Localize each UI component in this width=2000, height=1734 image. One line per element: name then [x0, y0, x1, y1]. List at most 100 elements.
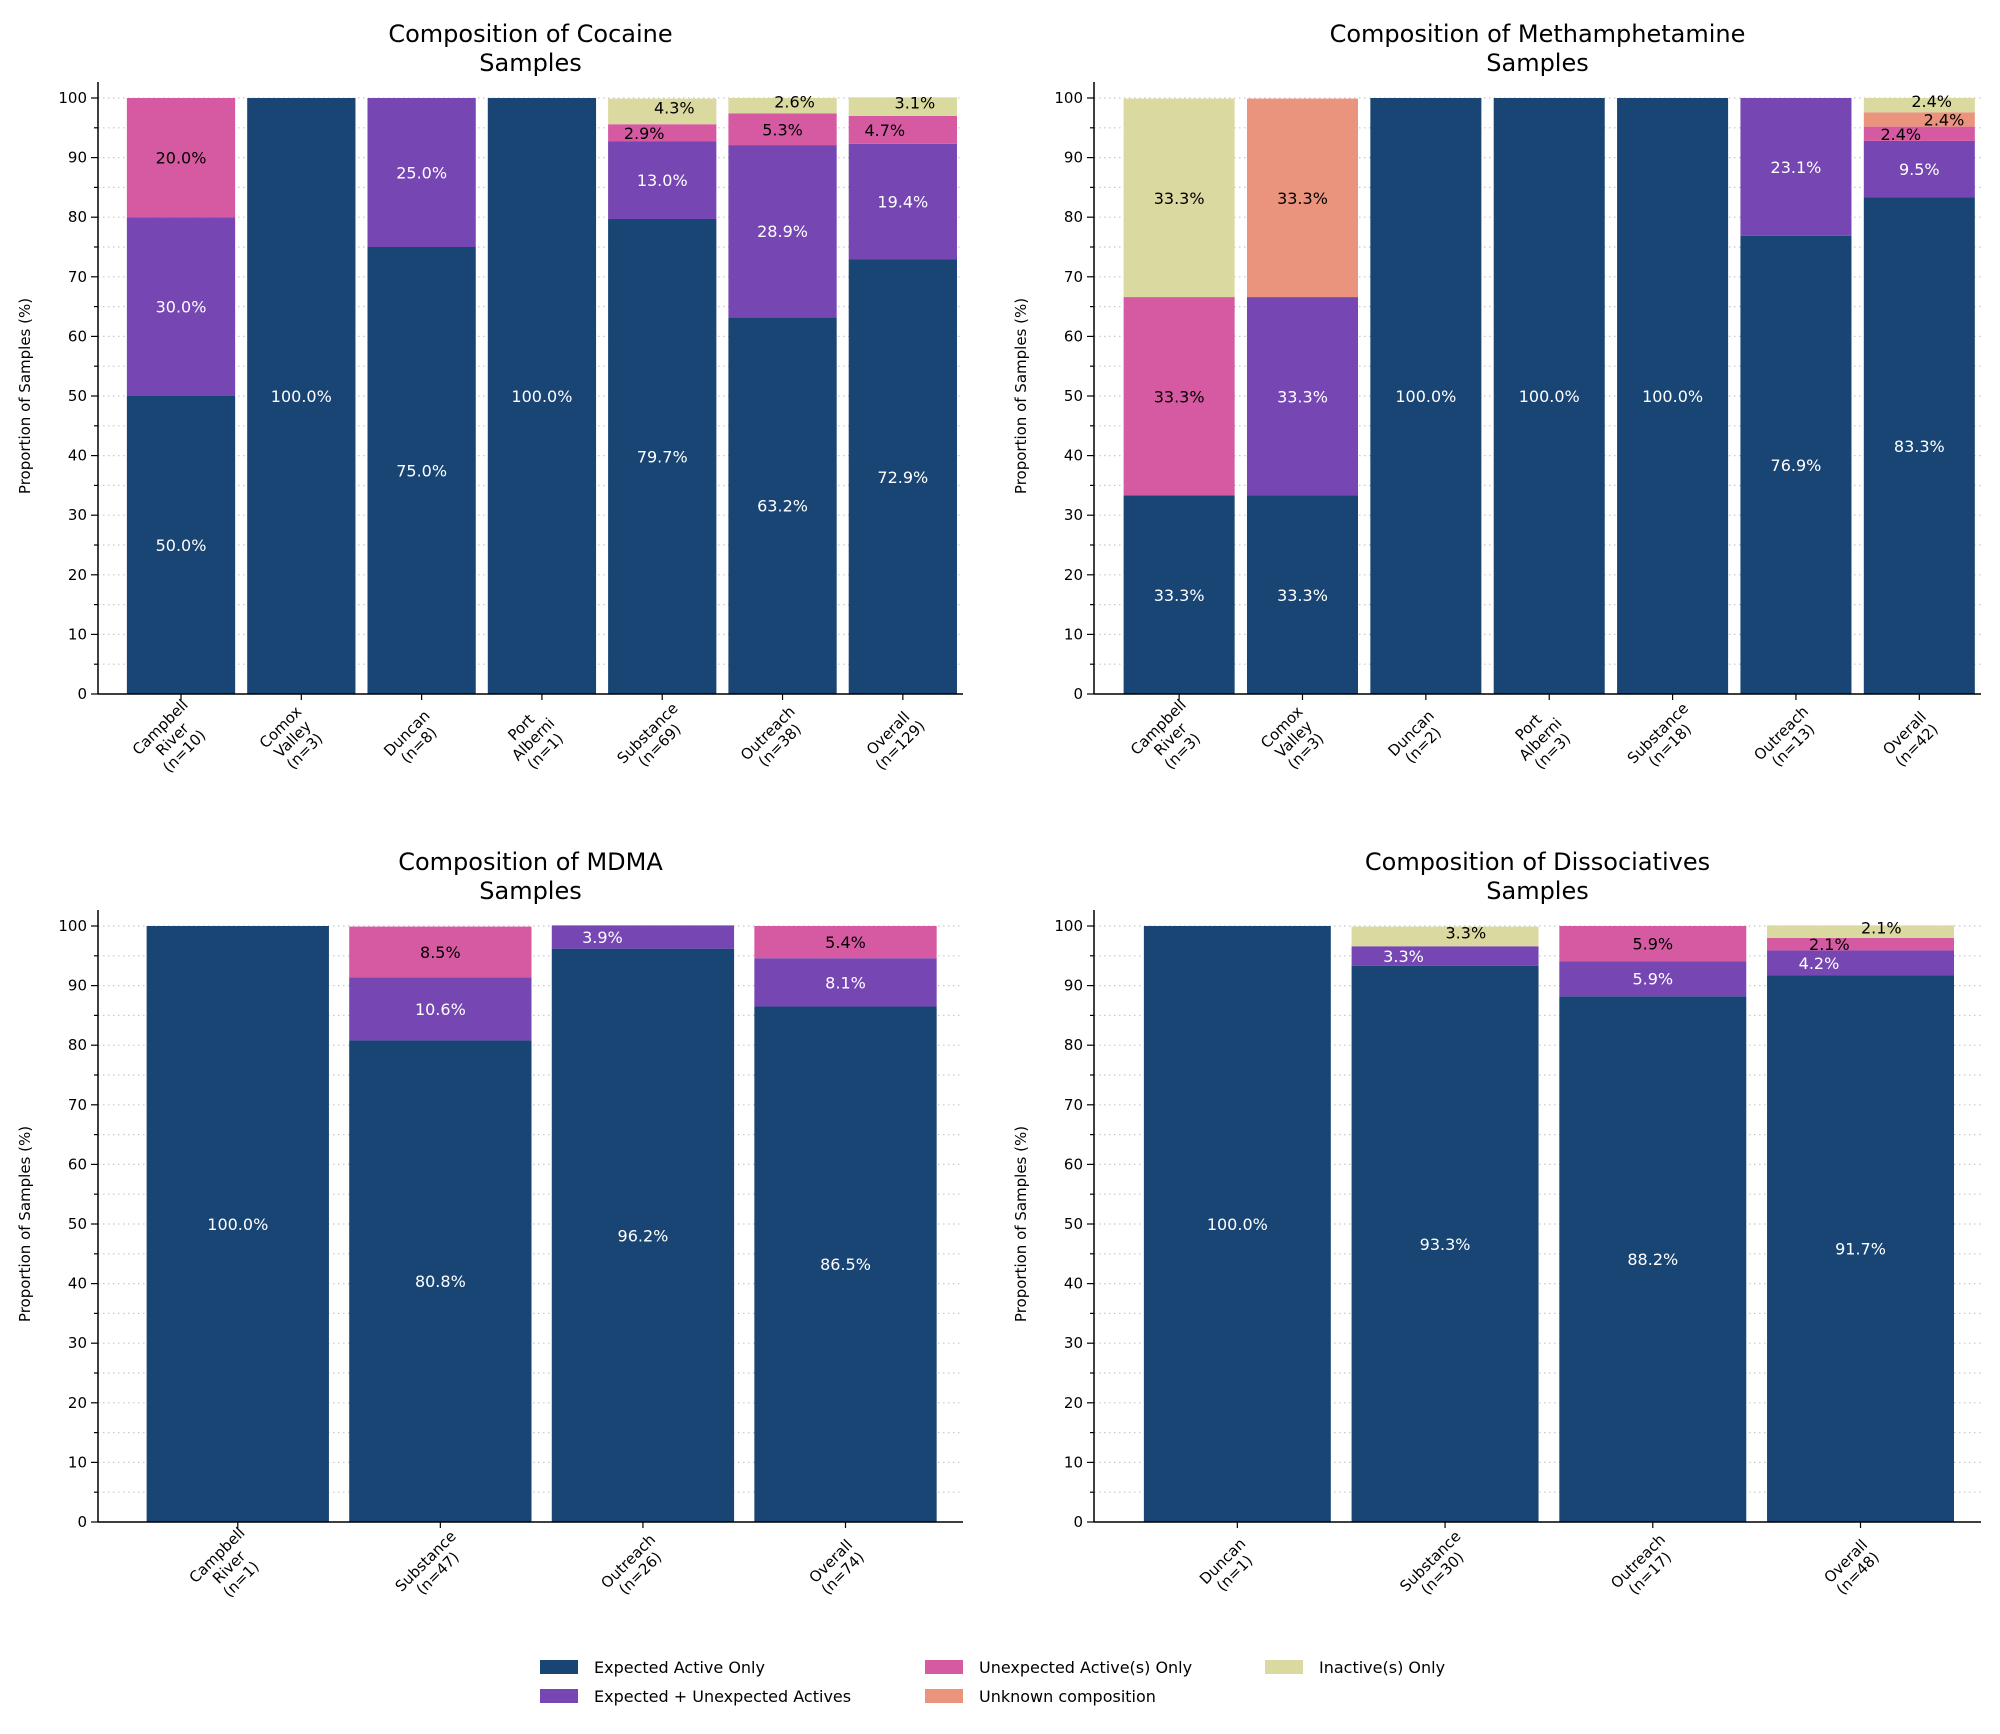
data-label: 33.3% [1277, 189, 1328, 208]
bar-segment [848, 143, 957, 260]
y-tick-label: 0 [77, 1513, 87, 1531]
y-tick-label: 10 [68, 625, 87, 643]
y-tick-label: 40 [1064, 447, 1083, 465]
y-tick-label: 0 [1073, 685, 1083, 703]
data-label: 2.4% [1911, 92, 1952, 111]
y-tick-label: 90 [68, 149, 87, 167]
bar-segment [1351, 965, 1539, 1522]
data-label: 3.9% [582, 928, 623, 947]
y-tick-label: 100 [1054, 917, 1083, 935]
bar-segment [126, 217, 236, 396]
x-tick-label: Outreach(n=13) [1750, 702, 1824, 776]
data-label: 76.9% [1771, 456, 1822, 475]
x-tick-label: CampbellRiver(n=1) [186, 1524, 273, 1611]
data-label: 80.8% [415, 1272, 466, 1291]
x-tick-label: Substance(n=18) [1624, 699, 1704, 779]
x-tick-label: Outreach(n=38) [737, 702, 811, 776]
y-tick-label: 10 [1064, 1453, 1083, 1471]
bar-segment [1370, 98, 1482, 694]
y-tick-label: 20 [1064, 1394, 1083, 1412]
data-label: 100.0% [271, 387, 332, 406]
bar-segment [126, 396, 236, 694]
y-axis-label: Proportion of Samples (%) [16, 1126, 34, 1322]
chart-title: Composition of Methamphetamine Samples [1330, 20, 1746, 77]
bar-segment [608, 218, 717, 694]
bar-segment [487, 98, 597, 694]
data-label: 23.1% [1771, 158, 1822, 177]
data-label: 2.6% [774, 93, 815, 112]
chart-title: Composition of MDMA Samples [398, 848, 663, 905]
y-tick-label: 80 [1064, 1036, 1083, 1054]
chart-2: Composition of MDMA Samples Proportion of … [16, 848, 963, 1611]
x-tick-label: ComoxValley(n=3) [1257, 702, 1331, 776]
y-tick-label: 10 [1064, 625, 1083, 643]
data-label: 100.0% [207, 1215, 268, 1234]
data-label: 72.9% [877, 468, 928, 487]
bar-segment [1559, 996, 1747, 1522]
data-label: 9.5% [1899, 160, 1940, 179]
x-tick-label: Substance(n=69) [613, 699, 693, 779]
bar-segment [1246, 297, 1359, 496]
data-label: 63.2% [757, 497, 808, 516]
data-label: 3.3% [1446, 923, 1487, 942]
data-label: 100.0% [1519, 387, 1580, 406]
data-label: 50.0% [156, 536, 207, 555]
y-tick-label: 50 [68, 387, 87, 405]
title-line: Composition of Dissociatives [1365, 848, 1710, 876]
y-tick-label: 70 [68, 1096, 87, 1114]
data-label: 4.2% [1799, 954, 1840, 973]
x-tick-label: Duncan(n=1) [1196, 1535, 1261, 1600]
data-label: 33.3% [1277, 586, 1328, 605]
y-tick-label: 60 [1064, 327, 1083, 345]
y-tick-label: 50 [68, 1215, 87, 1233]
legend-item: Unexpected Active(s) Only [925, 1658, 1192, 1677]
bar-segment [1143, 926, 1331, 1522]
y-tick-label: 60 [68, 1155, 87, 1173]
bar-segment [608, 124, 717, 142]
bar-segment [367, 98, 476, 247]
bar-segment [1863, 98, 1975, 113]
bar-segment [1863, 140, 1975, 198]
legend-swatch [925, 1660, 963, 1674]
data-label: 3.3% [1383, 947, 1424, 966]
data-label: 4.3% [654, 98, 695, 117]
y-tick-label: 0 [77, 685, 87, 703]
y-tick-label: 60 [1064, 1155, 1083, 1173]
bar-segment [551, 948, 735, 1522]
y-tick-label: 10 [68, 1453, 87, 1471]
bar-segment [1123, 98, 1235, 298]
bar-segment [1767, 950, 1954, 976]
legend-swatch [1265, 1660, 1303, 1674]
x-tick-label: Substance(n=30) [1396, 1527, 1476, 1607]
legend-swatch [925, 1689, 963, 1703]
legend: Expected Active Only Expected + Unexpecte… [540, 1658, 1445, 1706]
x-tick-label: PortAlberni(n=3) [1503, 702, 1577, 776]
bar-segment [1123, 495, 1235, 694]
x-tick-label: Substance(n=47) [392, 1527, 472, 1607]
y-tick-label: 100 [58, 917, 87, 935]
data-label: 100.0% [1642, 387, 1703, 406]
data-label: 3.1% [895, 94, 936, 113]
data-label: 33.3% [1154, 189, 1205, 208]
data-label: 8.5% [420, 943, 461, 962]
data-label: 30.0% [156, 298, 207, 317]
data-label: 19.4% [877, 193, 928, 212]
data-label: 100.0% [1207, 1215, 1268, 1234]
data-label: 93.3% [1420, 1235, 1471, 1254]
y-tick-label: 80 [1064, 208, 1083, 226]
y-axis-label: Proportion of Samples (%) [1012, 298, 1030, 494]
y-tick-label: 60 [68, 327, 87, 345]
title-line: Samples [479, 877, 582, 905]
bar-segment [1863, 112, 1975, 127]
x-tick-label: Overall(n=48) [1820, 1536, 1883, 1599]
data-label: 100.0% [1395, 387, 1456, 406]
legend-swatch [540, 1660, 578, 1674]
bar-segment [728, 113, 837, 146]
x-tick-label: CampbellRiver(n=10) [129, 696, 216, 783]
y-axis-label: Proportion of Samples (%) [16, 298, 34, 494]
bar-segment [1559, 961, 1747, 997]
bar-segment [1351, 946, 1539, 966]
bar-segment [1767, 925, 1954, 938]
data-label: 4.7% [864, 121, 905, 140]
chart-0: Composition of Cocaine Samples Proportion … [16, 20, 963, 783]
